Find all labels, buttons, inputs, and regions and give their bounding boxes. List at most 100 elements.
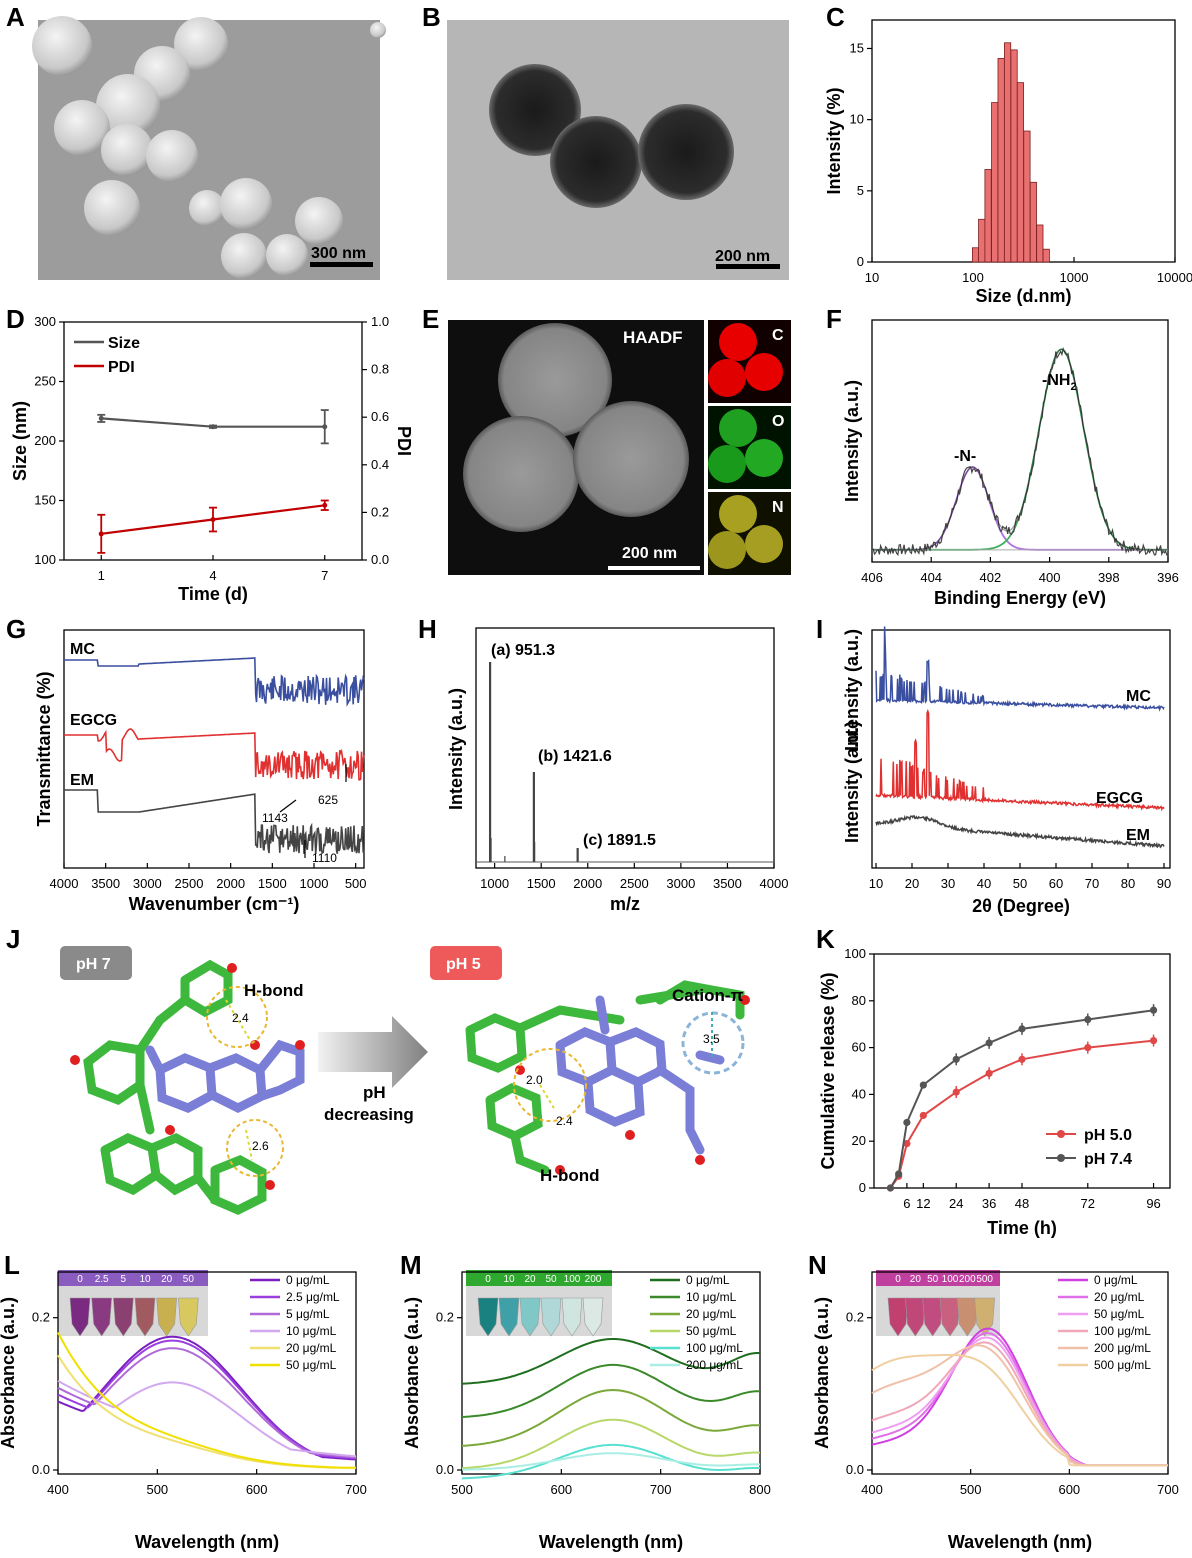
x-tick-label: 3000 (666, 876, 695, 891)
mark-arrow (279, 799, 297, 813)
absorbance-curve (461, 1388, 761, 1447)
legend-label: 0 μg/mL (1094, 1273, 1138, 1287)
x-tick-label: 404 (920, 570, 942, 585)
cuvette (540, 1297, 562, 1337)
y-axis-title: Transmittance (%) (34, 671, 54, 826)
distance-label: 2.6 (252, 1139, 269, 1153)
x-tick-label: 400 (1039, 570, 1061, 585)
distance-label: 3.5 (703, 1032, 720, 1046)
x-tick-label: 1000 (1060, 270, 1089, 285)
cuvette (69, 1297, 91, 1337)
ph-badge-5 (430, 946, 502, 980)
y2-tick-label: 1.0 (371, 314, 389, 329)
legend-label: 2.5 μg/mL (286, 1290, 340, 1304)
histogram-bar (1036, 224, 1044, 263)
x-tick-label: 4000 (50, 876, 79, 891)
histogram-bar (997, 58, 1005, 263)
histogram-bar (1023, 130, 1031, 263)
photo-header-band (58, 1270, 208, 1286)
x-tick-label: 4 (209, 568, 216, 583)
x-tick-label: 1000 (300, 876, 329, 891)
y-tick-label: 150 (34, 493, 56, 508)
data-point (895, 1170, 903, 1178)
x-tick-label: 406 (861, 570, 883, 585)
y-tick-label: 80 (852, 993, 866, 1008)
x-tick-label: 600 (550, 1482, 572, 1497)
x-tick-label: 48 (1015, 1196, 1029, 1211)
photo-conc-label: 100 (564, 1274, 581, 1285)
cuvette (519, 1297, 541, 1337)
histogram-bar (1004, 42, 1012, 263)
x-axis-title: 2θ (Degree) (972, 896, 1070, 916)
panel-label-j: J (6, 924, 20, 954)
sem-image (32, 16, 386, 280)
y-tick-label: 5 (857, 183, 864, 198)
x-tick-label: 500 (960, 1482, 982, 1497)
data-point (210, 424, 216, 430)
plot-frame (871, 319, 1169, 563)
data-point (1149, 1036, 1158, 1045)
cuvette (887, 1297, 909, 1337)
x-tick-label: 2000 (216, 876, 245, 891)
curve-label-mc: MC (70, 641, 95, 658)
y-tick-label: 0.0 (436, 1462, 454, 1477)
histogram-bar (984, 169, 992, 263)
peak-label-n: -N- (954, 448, 976, 465)
chart-d: 1 4 7 100 150 200 250 300 0.0 0.2 0.4 0.6 0.8 1.0 Size… (10, 314, 414, 604)
absorbance-curve (461, 1338, 760, 1385)
legend-label: 50 μg/mL (686, 1324, 737, 1338)
y2-tick-label: 0.6 (371, 409, 389, 424)
y-tick-label: 100 (844, 946, 866, 961)
x-tick-label: 30 (941, 876, 955, 891)
histogram-bar (1016, 82, 1025, 263)
ph-7-label: pH 7 (76, 956, 111, 973)
y-tick-label: 60 (852, 1040, 866, 1055)
cuvette (134, 1297, 156, 1337)
cuvette-photo: 0 10 20 50 100 200 (466, 1270, 612, 1337)
photo-conc-label: 20 (524, 1274, 536, 1285)
data-point (1084, 1044, 1092, 1052)
x-tick-label: 12 (916, 1196, 930, 1211)
fit-peak (872, 348, 1168, 551)
absorbance-curve (871, 1354, 1168, 1467)
x-tick-label: 402 (980, 570, 1002, 585)
scale-bar (310, 262, 373, 267)
x-tick-label: 80 (1121, 876, 1135, 891)
photo-conc-label: 200 (959, 1274, 976, 1285)
curve-label-egcg: EGCG (1096, 790, 1143, 807)
fit-envelope (872, 348, 1168, 551)
x-tick-label: 2000 (573, 876, 602, 891)
x-tick-label: 2500 (620, 876, 649, 891)
photo-header-band (466, 1270, 612, 1286)
x-tick-label: 24 (949, 1196, 963, 1211)
x-tick-label: 700 (650, 1482, 672, 1497)
x-axis-title: Wavelength (nm) (135, 1532, 279, 1552)
legend-label: 100 μg/mL (1094, 1324, 1151, 1338)
x-tick-label: 700 (1157, 1482, 1179, 1497)
data-point (903, 1139, 911, 1148)
data-point (98, 415, 104, 421)
x-tick-label: 90 (1157, 876, 1171, 891)
legend-label: Size (108, 335, 140, 352)
curve-label-em: EM (70, 772, 94, 789)
histogram-bar (1042, 248, 1050, 263)
panel-label-n: N (808, 1250, 827, 1280)
y-tick-label: 0.0 (846, 1462, 864, 1477)
ftir-curve (64, 657, 365, 707)
histogram-bar (1029, 181, 1037, 263)
scale-label: 300 nm (311, 245, 366, 262)
x-tick-label: 1000 (480, 876, 509, 891)
ph-5-label: pH 5 (446, 956, 481, 973)
y-tick-label: 0 (857, 254, 864, 269)
y-axis-title: Absorbance (a.u.) (812, 1297, 832, 1449)
photo-conc-label: 50 (927, 1274, 939, 1285)
panel-label-k: K (816, 924, 835, 954)
x-axis-title: m/z (610, 894, 640, 914)
photo-conc-label: 0 (77, 1274, 83, 1285)
molecule-ph7 (70, 959, 305, 1215)
cuvette-photo: 0 20 50 100 200 500 (876, 1270, 1000, 1337)
legend-label: 500 μg/mL (1094, 1358, 1151, 1372)
panel-label-g: G (6, 614, 26, 644)
